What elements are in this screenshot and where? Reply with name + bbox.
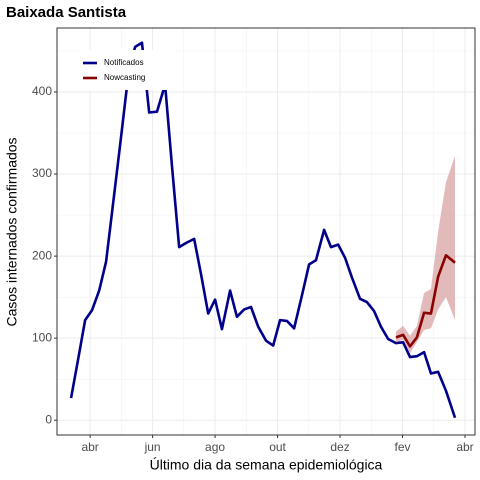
x-axis-label: Último dia da semana epidemiológica — [150, 457, 383, 473]
x-tick-label: fev — [395, 440, 411, 454]
legend-label: Notificados — [104, 58, 144, 67]
x-tick-label: out — [269, 440, 286, 454]
x-tick-label: dez — [330, 440, 349, 454]
y-axis-label: Casos internados confirmados — [4, 137, 20, 326]
x-tick-label: abr — [456, 440, 473, 454]
x-tick-label: ago — [205, 440, 225, 454]
y-tick-label: 0 — [45, 412, 52, 426]
panel-border — [56, 27, 476, 436]
x-tick-label: abr — [81, 440, 98, 454]
legend-label: Nowcasting — [104, 73, 145, 82]
y-tick-label: 200 — [32, 248, 52, 262]
confidence-band — [395, 156, 456, 353]
legend-box — [78, 50, 175, 90]
series-line — [395, 253, 456, 348]
x-tick-label: jun — [144, 440, 161, 454]
y-tick-label: 400 — [32, 84, 52, 98]
y-tick-label: 100 — [32, 330, 52, 344]
chart-title: Baixada Santista — [6, 4, 127, 21]
y-tick-label: 300 — [32, 166, 52, 180]
